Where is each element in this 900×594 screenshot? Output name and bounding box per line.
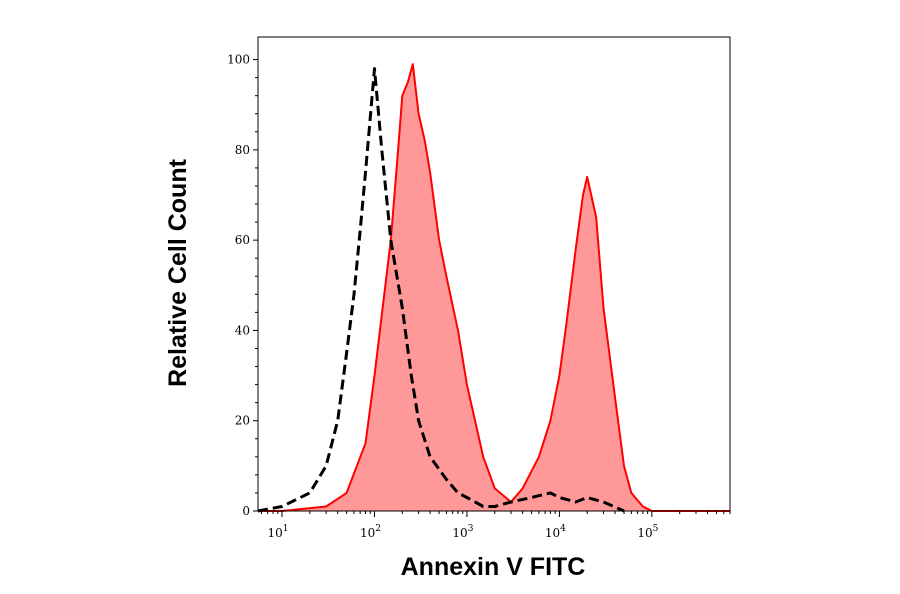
x-tick-label: 105 xyxy=(637,524,658,540)
y-axis-title: Relative Cell Count xyxy=(164,158,192,386)
x-tick-label: 101 xyxy=(267,524,288,540)
x-axis-title: Annexin V FITC xyxy=(401,553,586,581)
x-tick-label: 104 xyxy=(545,524,566,540)
x-tick-label: 102 xyxy=(360,524,381,540)
y-tick-label: 80 xyxy=(235,143,250,157)
y-tick-label: 100 xyxy=(227,53,250,67)
y-tick-label: 40 xyxy=(235,323,250,337)
control-histogram-line xyxy=(257,67,625,513)
plot-layer xyxy=(257,63,730,513)
y-tick-label: 20 xyxy=(235,414,250,428)
plot-frame xyxy=(257,36,731,512)
y-tick-label: 0 xyxy=(242,504,250,518)
x-tick-label: 103 xyxy=(452,524,473,540)
y-tick-label: 60 xyxy=(235,233,250,247)
treated-histogram-line xyxy=(258,63,730,512)
treated-histogram-fill xyxy=(258,64,730,511)
x-axis: 101 102 103 104 105 xyxy=(260,511,731,540)
y-axis: 0 20 40 60 80 100 xyxy=(227,53,258,518)
